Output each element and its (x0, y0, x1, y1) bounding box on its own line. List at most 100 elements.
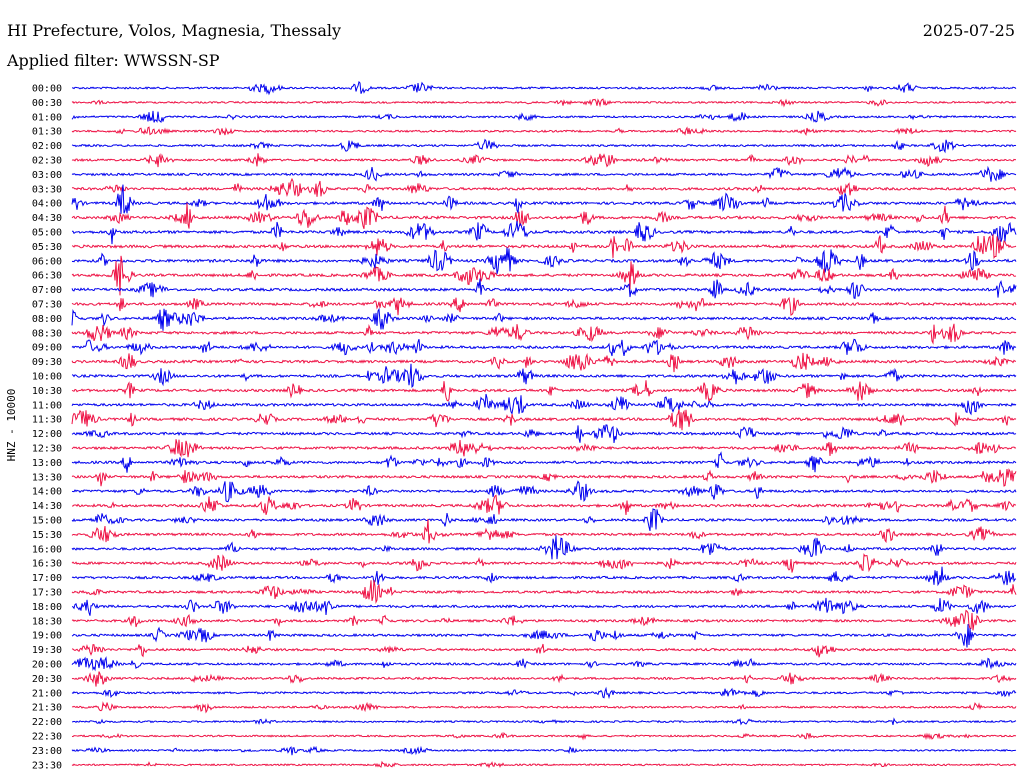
seismic-trace-row (71, 701, 1017, 714)
row-time-label: 21:00 (32, 688, 62, 699)
row-time-label: 22:30 (32, 732, 62, 743)
row-time-label: 03:30 (32, 184, 62, 195)
seismic-trace-row (71, 220, 1017, 245)
seismic-trace-row (71, 393, 1017, 416)
row-time-label: 16:00 (32, 544, 62, 555)
seismic-trace-row (71, 671, 1017, 687)
seismic-trace-row (71, 184, 1017, 215)
seismic-trace-row (71, 494, 1017, 515)
row-time-label: 09:30 (32, 357, 62, 368)
row-time-label: 04:30 (32, 213, 62, 224)
seismic-trace-row (71, 656, 1017, 672)
seismic-trace-row (71, 338, 1017, 357)
seismic-trace-row (71, 597, 1017, 616)
seismic-trace-row (71, 165, 1017, 182)
row-time-label: 14:30 (32, 501, 62, 512)
row-time-label: 00:30 (32, 98, 62, 109)
row-time-label: 13:00 (32, 458, 62, 469)
seismic-trace-row (71, 439, 1017, 458)
seismic-trace-row (71, 579, 1017, 605)
row-time-label: 01:00 (32, 112, 62, 123)
row-time-label: 15:00 (32, 516, 62, 527)
row-time-label: 10:30 (32, 386, 62, 397)
row-time-label: 15:30 (32, 530, 62, 541)
row-time-label: 00:00 (32, 84, 62, 95)
seismic-trace-row (71, 234, 1017, 260)
row-time-label: 17:30 (32, 588, 62, 599)
row-time-label: 17:00 (32, 573, 62, 584)
seismic-trace-row (71, 202, 1017, 230)
row-time-label: 21:30 (32, 703, 62, 714)
seismic-trace-row (71, 643, 1017, 658)
row-time-label: 11:30 (32, 415, 62, 426)
seismic-trace-row (71, 760, 1017, 769)
chart-date: 2025-07-25 (923, 21, 1015, 40)
seismic-trace-row (71, 80, 1017, 96)
chart-title: HI Prefecture, Volos, Magnesia, Thessaly (7, 21, 341, 40)
seismic-trace-row (71, 609, 1017, 631)
row-time-label: 05:00 (32, 228, 62, 239)
row-time-label: 07:30 (32, 300, 62, 311)
row-time-label: 08:00 (32, 314, 62, 325)
row-time-label: 19:00 (32, 631, 62, 642)
row-time-label: 23:00 (32, 746, 62, 757)
row-time-label: 09:00 (32, 343, 62, 354)
row-time-label: 23:30 (32, 760, 62, 771)
row-time-label: 16:30 (32, 559, 62, 570)
row-time-label: 02:00 (32, 141, 62, 152)
seismic-trace-row (71, 480, 1017, 503)
seismic-trace-row (71, 518, 1017, 544)
seismic-trace-row (71, 508, 1017, 532)
seismic-trace-row (71, 296, 1017, 316)
row-time-label: 22:00 (32, 717, 62, 728)
seismic-trace-row (71, 624, 1017, 648)
seismic-trace-row (71, 553, 1017, 573)
row-time-label: 06:00 (32, 256, 62, 267)
seismic-trace-row (71, 247, 1017, 274)
row-time-label: 10:00 (32, 372, 62, 383)
seismic-trace-row (71, 731, 1017, 741)
row-time-label: 12:30 (32, 444, 62, 455)
row-time-label: 20:00 (32, 660, 62, 671)
row-time-label: 07:00 (32, 285, 62, 296)
row-time-label: 08:30 (32, 328, 62, 339)
seismic-trace-row (71, 745, 1017, 756)
seismic-trace-row (71, 278, 1017, 299)
row-time-label: 13:30 (32, 472, 62, 483)
row-time-label: 05:30 (32, 242, 62, 253)
row-time-label: 02:30 (32, 156, 62, 167)
seismic-trace-row (71, 424, 1017, 444)
row-time-label: 11:00 (32, 400, 62, 411)
seismic-trace-row (71, 98, 1017, 108)
seismic-trace-row (71, 153, 1017, 168)
row-time-label: 14:00 (32, 487, 62, 498)
seismic-trace-row (71, 352, 1017, 373)
row-time-label: 20:30 (32, 674, 62, 685)
row-time-label: 01:30 (32, 127, 62, 138)
seismic-trace-row (71, 126, 1017, 137)
helicorder-rows: 00:00 00:30 01:00 01:30 02:00 02:30 03:00 03:30… (32, 80, 1017, 771)
seismic-trace-row (71, 409, 1017, 431)
seismic-trace-row (71, 451, 1017, 473)
row-time-label: 18:30 (32, 616, 62, 627)
seismic-trace-row (71, 686, 1017, 700)
y-axis-label: HNZ - 10000 (5, 389, 18, 462)
seismic-trace-row (71, 138, 1017, 154)
row-time-label: 12:00 (32, 429, 62, 440)
seismic-trace-row (71, 468, 1017, 487)
seismic-trace-row (71, 535, 1017, 560)
seismic-trace-row (71, 717, 1017, 726)
seismic-trace-row (71, 110, 1017, 124)
seismic-trace-row (71, 323, 1017, 345)
row-time-label: 19:30 (32, 645, 62, 656)
seismic-trace-row (71, 566, 1017, 587)
seismic-trace-row (71, 177, 1017, 197)
row-time-label: 04:00 (32, 199, 62, 210)
row-time-label: 06:30 (32, 271, 62, 282)
seismic-trace-row (71, 255, 1017, 296)
row-time-label: 03:00 (32, 170, 62, 181)
chart-filter: Applied filter: WWSSN-SP (6, 51, 220, 70)
seismic-trace-row (71, 380, 1017, 403)
seismic-trace-row (71, 307, 1017, 331)
